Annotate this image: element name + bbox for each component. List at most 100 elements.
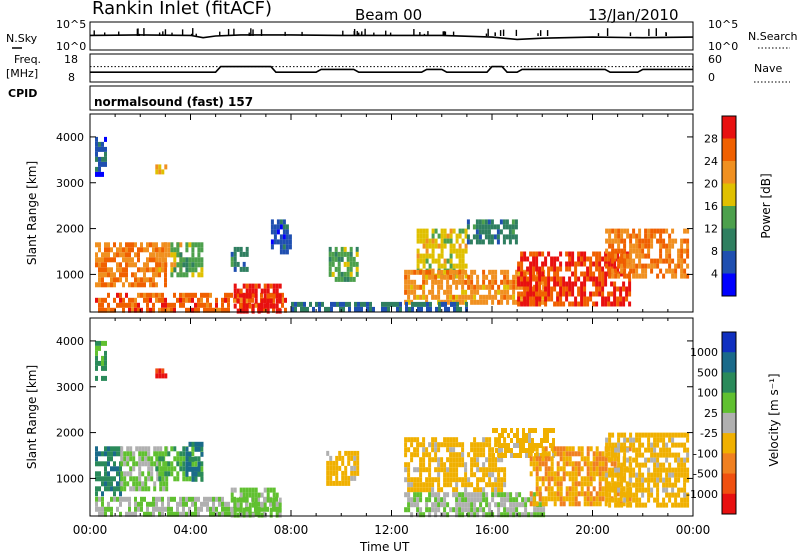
heatmap-cell bbox=[227, 302, 230, 308]
heatmap-cell bbox=[129, 476, 133, 482]
heatmap-cell bbox=[528, 443, 531, 448]
heatmap-cell bbox=[671, 467, 675, 473]
heatmap-cell bbox=[544, 451, 548, 457]
heatmap-cell bbox=[617, 502, 621, 508]
heatmap-cell bbox=[107, 476, 110, 482]
heatmap-cell bbox=[601, 286, 605, 292]
heatmap-cell bbox=[523, 281, 527, 287]
heatmap-cell bbox=[434, 447, 438, 453]
heatmap-cell bbox=[200, 262, 204, 268]
heatmap-cell bbox=[331, 261, 335, 267]
heatmap-cell bbox=[485, 467, 489, 473]
heatmap-cell bbox=[644, 477, 648, 483]
heatmap-cell bbox=[674, 273, 678, 279]
heatmap-cell bbox=[425, 452, 429, 458]
heatmap-cell bbox=[288, 244, 292, 250]
heatmap-cell bbox=[490, 239, 494, 245]
heatmap-cell bbox=[410, 289, 414, 295]
heatmap-cell bbox=[101, 476, 104, 482]
heatmap-cell bbox=[511, 219, 515, 225]
heatmap-cell bbox=[129, 456, 133, 462]
heatmap-cell bbox=[353, 465, 357, 471]
heatmap-cell bbox=[343, 276, 347, 282]
heatmap-cell bbox=[422, 512, 426, 518]
heatmap-cell bbox=[173, 476, 177, 482]
heatmap-cell bbox=[443, 472, 447, 478]
heatmap-cell bbox=[611, 482, 615, 488]
heatmap-cell bbox=[134, 272, 137, 278]
heatmap-cell bbox=[683, 442, 687, 448]
heatmap-cell bbox=[203, 501, 206, 507]
heatmap-cell bbox=[491, 457, 495, 463]
heatmap-cell bbox=[104, 340, 107, 346]
heatmap-cell bbox=[182, 262, 186, 268]
heatmap-cell bbox=[680, 467, 684, 473]
heatmap-cell bbox=[586, 476, 590, 482]
heatmap-cell bbox=[485, 472, 489, 478]
heatmap-cell bbox=[230, 251, 234, 257]
colorbar-segment bbox=[722, 433, 736, 454]
heatmap-cell bbox=[413, 467, 417, 473]
heatmap-cell bbox=[598, 286, 602, 292]
heatmap-cell bbox=[104, 481, 107, 487]
heatmap-cell bbox=[339, 306, 342, 312]
heatmap-cell bbox=[656, 452, 660, 458]
heatmap-cell bbox=[568, 286, 572, 292]
heatmap-cell bbox=[523, 301, 527, 307]
heatmap-cell bbox=[508, 224, 512, 230]
heatmap-cell bbox=[487, 239, 491, 245]
heatmap-cell bbox=[598, 491, 602, 497]
colorbar-tick-label: -500 bbox=[693, 468, 718, 481]
freq-right-tick-top: 60 bbox=[708, 53, 722, 66]
heatmap-cell bbox=[410, 487, 414, 493]
colorbar-tick-label: 8 bbox=[711, 245, 718, 258]
heatmap-cell bbox=[562, 466, 566, 472]
heatmap-cell bbox=[605, 472, 609, 478]
heatmap-cell bbox=[167, 466, 171, 472]
heatmap-cell bbox=[101, 360, 104, 366]
heatmap-cell bbox=[492, 428, 495, 433]
heatmap-cell bbox=[653, 233, 657, 239]
heatmap-cell bbox=[565, 266, 569, 272]
heatmap-cell bbox=[275, 496, 278, 502]
heatmap-cell bbox=[230, 512, 234, 518]
heatmap-cell bbox=[617, 462, 621, 468]
heatmap-cell bbox=[122, 302, 125, 308]
heatmap-cell bbox=[434, 457, 438, 463]
heatmap-cell bbox=[101, 146, 104, 152]
heatmap-cell bbox=[491, 512, 495, 518]
heatmap-cell bbox=[534, 428, 537, 433]
heatmap-cell bbox=[113, 496, 116, 502]
heatmap-cell bbox=[617, 452, 621, 458]
heatmap-cell bbox=[517, 266, 521, 272]
heatmap-cell bbox=[236, 261, 240, 267]
heatmap-cell bbox=[200, 302, 203, 308]
heatmap-cell bbox=[164, 262, 168, 268]
heatmap-cell bbox=[113, 491, 116, 497]
heatmap-cell bbox=[488, 452, 492, 458]
heatmap-cell bbox=[544, 486, 548, 492]
heatmap-cell bbox=[161, 506, 164, 512]
heatmap-cell bbox=[209, 302, 212, 308]
heatmap-cell bbox=[452, 243, 456, 249]
heatmap-cell bbox=[668, 447, 672, 453]
heatmap-cell bbox=[146, 297, 149, 303]
heatmap-cell bbox=[485, 299, 489, 305]
heatmap-cell bbox=[224, 297, 227, 303]
heatmap-cell bbox=[410, 442, 414, 448]
heatmap-cell bbox=[620, 248, 624, 254]
heatmap-cell bbox=[521, 497, 525, 503]
heatmap-cell bbox=[611, 497, 615, 503]
heatmap-cell bbox=[123, 476, 127, 482]
heatmap-cell bbox=[653, 472, 657, 478]
heatmap-cell bbox=[662, 487, 666, 493]
heatmap-cell bbox=[491, 492, 495, 498]
heatmap-cell bbox=[638, 238, 642, 244]
heatmap-cell bbox=[167, 307, 170, 313]
heatmap-cell bbox=[521, 284, 525, 290]
heatmap-cell bbox=[440, 284, 444, 290]
heatmap-cell bbox=[500, 487, 504, 493]
heatmap-cell bbox=[434, 294, 438, 300]
heatmap-cell bbox=[221, 511, 224, 517]
heatmap-cell bbox=[98, 360, 101, 366]
